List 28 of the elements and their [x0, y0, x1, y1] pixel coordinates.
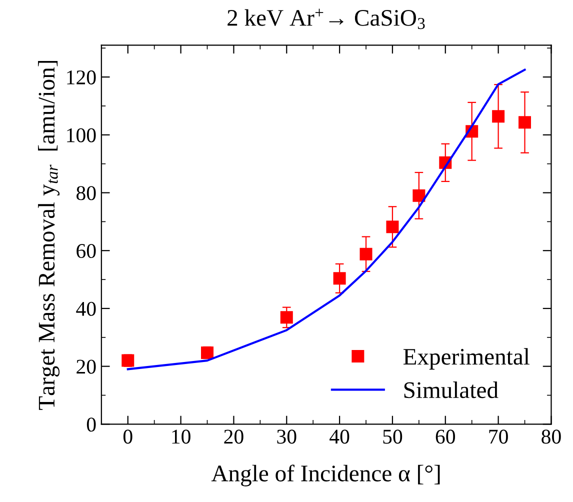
legend-label: Simulated [404, 382, 498, 398]
point [386, 220, 399, 234]
y-tick-label: 60 [76, 244, 96, 258]
y-tick-label: 100 [67, 128, 96, 142]
y-tick-label: 20 [76, 360, 96, 374]
point [492, 110, 505, 123]
y-tick-label: 120 [67, 70, 96, 84]
y-axis-title: Target Mass Removal y$_{tar}$ [amu/ion] [38, 60, 60, 410]
x-axis-title: Angle of Incidence α [°] [211, 464, 440, 486]
y-tick-label: 80 [76, 186, 96, 200]
point [518, 116, 532, 129]
y-tick-label: 40 [76, 302, 96, 316]
point [333, 272, 346, 285]
point [280, 311, 293, 324]
x-tick-label: 30 [277, 430, 296, 444]
y-tick-label: 0 [86, 418, 96, 432]
point [360, 248, 372, 260]
x-tick-label: 40 [330, 430, 350, 444]
legend-label: Experimental [403, 348, 530, 370]
chart-title: 2 keV Ar$^{+}$→ CaSiO$_{3}$ [228, 8, 425, 30]
x-tick-label: 70 [489, 430, 508, 444]
x-tick-label: 50 [383, 430, 402, 444]
x-tick-label: 0 [123, 430, 132, 444]
x-tick-label: 10 [172, 430, 190, 444]
x-tick-label: 20 [224, 430, 244, 444]
x-tick-label: 60 [436, 430, 456, 444]
point [412, 189, 426, 202]
x-tick-label: 80 [542, 430, 561, 444]
